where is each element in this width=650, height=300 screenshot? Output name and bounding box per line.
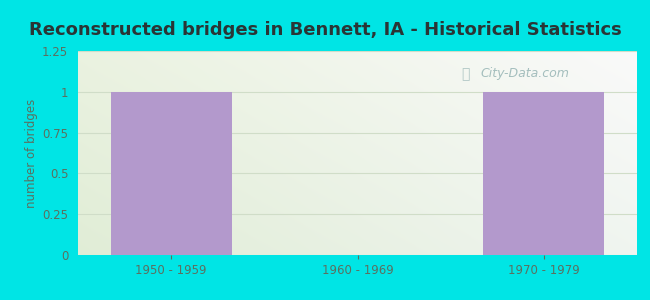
Text: City-Data.com: City-Data.com [480,67,569,80]
Bar [483,92,604,255]
Y-axis label: number of bridges: number of bridges [25,98,38,208]
Text: Ⓐ: Ⓐ [461,67,469,81]
Bar [111,92,231,255]
Text: Reconstructed bridges in Bennett, IA - Historical Statistics: Reconstructed bridges in Bennett, IA - H… [29,21,621,39]
